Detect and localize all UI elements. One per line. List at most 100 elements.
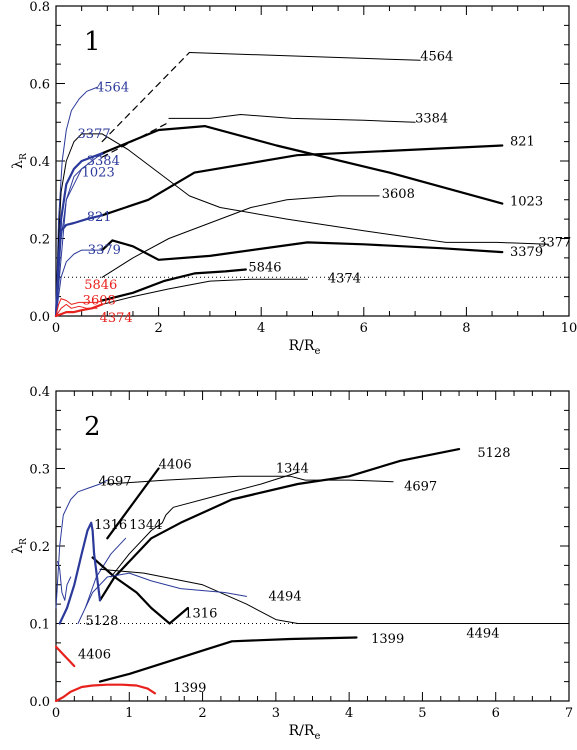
series-line-821 — [101, 144, 504, 217]
series-label-4406: 4406 — [159, 458, 192, 473]
series-line-4697 — [55, 479, 108, 609]
panel-number: 1 — [84, 27, 101, 57]
series-label-3608: 3608 — [382, 187, 415, 202]
y-axis-title-sub: R — [19, 538, 29, 545]
plot-frame — [55, 5, 570, 317]
series-line-3379 — [55, 249, 103, 317]
series-label-3608: 3608 — [83, 294, 116, 309]
series-label-3384: 3384 — [415, 111, 448, 126]
x-tick-label: 7 — [565, 706, 573, 721]
series-label-4494: 4494 — [269, 589, 302, 604]
series-line-1316 — [58, 521, 102, 625]
chart-panel-1: 0 2 4 6 8 10 0.0 0.2 0.4 0.6 0.8 R/Re λR 1 4564 4564 338… — [10, 0, 577, 357]
series-label-4697: 4697 — [99, 475, 132, 490]
series-line-4374 — [54, 303, 104, 318]
series-line-4564 — [101, 51, 190, 143]
series-label-1344: 1344 — [129, 518, 162, 533]
series-label-3379: 3379 — [510, 245, 543, 260]
chart-panel-2: 0 1 2 3 4 5 6 7 0.0 0.1 0.2 0.3 0.4 R/Re λR 2 4406 1344 51… — [10, 385, 573, 742]
y-tick-label: 0.6 — [29, 78, 50, 93]
x-tick-label: 2 — [154, 321, 162, 336]
x-axis-title: R/Re — [289, 723, 321, 742]
x-tick-label: 3 — [272, 706, 280, 721]
x-axis-title-sub: e — [314, 731, 320, 742]
series-line-4374 — [101, 278, 308, 305]
series-label-1316: 1316 — [184, 606, 217, 621]
y-tick-label: 0.1 — [29, 618, 50, 633]
series-line-3377 — [55, 133, 103, 317]
y-axis-title: λR — [10, 538, 29, 554]
series-label-4564: 4564 — [420, 49, 453, 64]
series-line-1316 — [91, 556, 189, 625]
series-line-5128 — [57, 561, 72, 601]
series-label-5846: 5846 — [84, 278, 117, 293]
series-label-821: 821 — [87, 210, 112, 225]
x-tick-label: 2 — [198, 706, 206, 721]
series-line-4564 — [188, 52, 421, 61]
x-tick-label: 6 — [360, 321, 368, 336]
series-line-3377 — [101, 133, 549, 245]
series-line-1344 — [84, 537, 127, 609]
series-label-3384: 3384 — [87, 154, 120, 169]
y-tick-label: 0.4 — [29, 385, 50, 400]
series-label-5846: 5846 — [248, 261, 281, 276]
series-label-4406: 4406 — [78, 648, 111, 663]
y-tick-label: 0.3 — [29, 463, 50, 478]
y-tick-label: 0.2 — [29, 540, 50, 555]
series-label-4374: 4374 — [100, 311, 133, 326]
series-label-1023: 1023 — [510, 195, 543, 210]
y-tick-label: 0.0 — [29, 310, 50, 325]
series-line-5846 — [55, 298, 103, 317]
series-line-1399 — [98, 636, 358, 683]
y-axis-title: λR — [10, 153, 29, 169]
y-tick-label: 0.2 — [29, 233, 50, 248]
x-tick-label: 6 — [492, 706, 500, 721]
series-label-1023: 1023 — [82, 166, 115, 181]
y-tick-label: 0.8 — [29, 0, 50, 15]
series-line-1023 — [101, 124, 504, 205]
series-line-1399 — [54, 683, 156, 703]
y-tick-label: 0.0 — [29, 695, 50, 710]
plot-frame — [55, 390, 570, 702]
series-line-3379 — [101, 239, 504, 261]
series-label-4564: 4564 — [96, 80, 129, 95]
series-label-5128: 5128 — [477, 446, 510, 461]
series-label-3377: 3377 — [78, 127, 111, 142]
series-line-4697 — [106, 475, 394, 485]
series-label-821: 821 — [510, 135, 535, 150]
x-tick-label: 8 — [462, 321, 470, 336]
series-label-5128: 5128 — [85, 614, 118, 629]
series-line-3384 — [168, 114, 416, 123]
series-label-4494: 4494 — [466, 627, 499, 642]
series-line-1023 — [54, 152, 104, 318]
x-axis-title-sub: e — [314, 346, 320, 357]
series-label-4374: 4374 — [328, 271, 361, 286]
x-tick-label: 0 — [52, 706, 60, 721]
x-tick-label: 5 — [418, 706, 426, 721]
series-label-1316: 1316 — [94, 518, 127, 533]
series-line-4406 — [54, 645, 76, 668]
series-line-4494 — [99, 568, 563, 624]
series-label-1344: 1344 — [276, 462, 309, 477]
series-line-1344 — [110, 471, 299, 578]
x-axis-title: R/Re — [289, 338, 321, 357]
series-line-4494 — [77, 572, 247, 624]
x-tick-label: 4 — [257, 321, 265, 336]
series-label-1399: 1399 — [371, 632, 404, 647]
series-label-1399: 1399 — [173, 681, 206, 696]
series-label-3377: 3377 — [538, 235, 571, 250]
y-axis-title-sub: R — [19, 153, 29, 160]
series-label-4697: 4697 — [404, 479, 437, 494]
series-line-5128 — [98, 448, 461, 602]
series-line-4564 — [55, 86, 98, 317]
series-line-4406 — [106, 467, 160, 540]
series-line-821 — [54, 214, 104, 318]
x-tick-label: 0 — [52, 321, 60, 336]
x-tick-label: 1 — [125, 706, 133, 721]
y-tick-label: 0.4 — [29, 155, 50, 170]
panel-number: 2 — [84, 412, 101, 442]
series-line-3608 — [101, 195, 380, 278]
x-tick-label: 4 — [345, 706, 353, 721]
x-tick-label: 10 — [561, 321, 577, 336]
